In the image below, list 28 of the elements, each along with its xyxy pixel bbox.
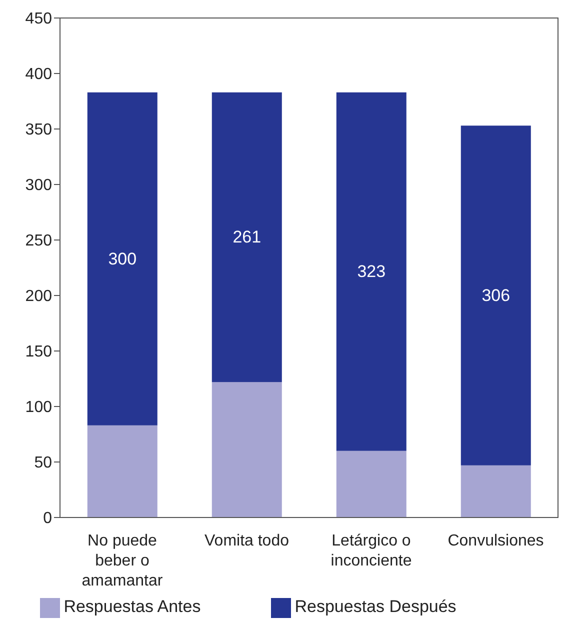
x-tick-label: Convulsiones bbox=[448, 532, 544, 550]
x-tick-label: Vomita todo bbox=[204, 532, 290, 550]
y-tick-label: 150 bbox=[25, 344, 52, 361]
bar bbox=[336, 92, 406, 451]
x-tick-label: No puede beber o amamantar bbox=[82, 532, 164, 590]
data-label: 323 bbox=[357, 262, 386, 282]
data-label: 261 bbox=[232, 228, 262, 247]
bar bbox=[336, 450, 406, 518]
data-label: 300 bbox=[108, 249, 137, 268]
legend-label: Respuestas Antes bbox=[64, 597, 201, 616]
y-tick-label: 100 bbox=[25, 399, 52, 416]
bar bbox=[212, 382, 282, 518]
x-tick-label: Letárgico o inconciente bbox=[330, 532, 412, 570]
y-tick-label: 450 bbox=[25, 10, 52, 28]
bar bbox=[460, 126, 531, 466]
y-tick-label: 200 bbox=[25, 288, 52, 306]
y-tick-label: 250 bbox=[25, 232, 52, 250]
y-tick-label: 300 bbox=[25, 177, 52, 194]
y-tick-label: 50 bbox=[34, 454, 52, 472]
bar bbox=[212, 92, 282, 382]
y-tick-label: 350 bbox=[25, 122, 52, 139]
data-label: 306 bbox=[482, 286, 510, 305]
y-tick-label: 400 bbox=[25, 66, 52, 84]
bar bbox=[460, 465, 531, 518]
bar bbox=[87, 92, 158, 426]
legend-label: Respuestas Después bbox=[294, 597, 456, 616]
y-tick-label: 0 bbox=[43, 510, 52, 528]
bar bbox=[87, 425, 158, 518]
